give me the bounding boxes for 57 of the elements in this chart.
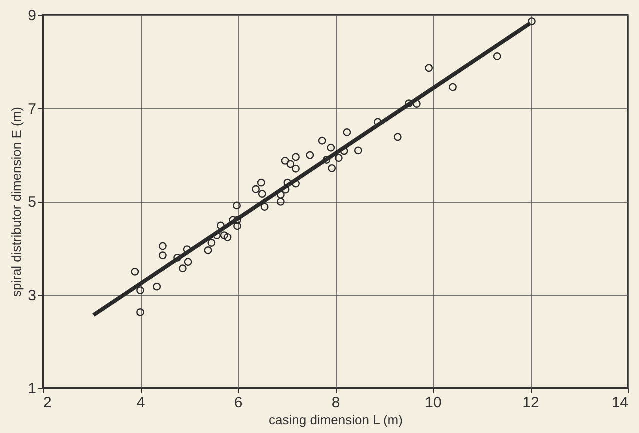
point [281, 156, 290, 165]
point [493, 52, 502, 60]
point [131, 268, 140, 276]
y-tick-label: 9 [28, 8, 36, 24]
point [405, 100, 414, 108]
point [208, 239, 216, 247]
point [153, 282, 162, 291]
y-axis-title: spiral distributor dimension E (m) [9, 106, 24, 298]
point [394, 133, 402, 142]
y-tick-label: 1 [28, 380, 36, 398]
point [340, 147, 348, 156]
point [220, 232, 228, 240]
point [292, 153, 300, 162]
point [257, 178, 266, 187]
point [354, 146, 362, 155]
point [449, 83, 457, 92]
point [343, 128, 352, 136]
point [306, 151, 314, 160]
point [158, 242, 167, 250]
y-tick-label: 3 [28, 287, 36, 304]
point [328, 164, 336, 172]
point [136, 286, 144, 294]
x-tick-label: 6 [234, 394, 243, 412]
x-axis-title: casing dimension L (m) [269, 412, 403, 428]
point [425, 64, 434, 72]
point [258, 190, 266, 198]
point [233, 202, 241, 210]
point [292, 164, 300, 173]
x-tick-label: 14 [612, 394, 628, 412]
point [276, 191, 285, 199]
x-tick-label: 8 [332, 394, 340, 412]
x-tick-label: 12 [522, 394, 540, 412]
point [216, 222, 225, 230]
point [136, 308, 144, 316]
point [184, 258, 192, 266]
point [327, 144, 336, 152]
point [158, 252, 167, 260]
x-tick-label: 2 [44, 394, 52, 412]
point [286, 160, 295, 168]
point [276, 198, 285, 206]
point [260, 203, 269, 212]
point [412, 100, 421, 108]
point [252, 185, 260, 194]
point [318, 136, 326, 145]
point [322, 156, 331, 164]
x-tick-label: 10 [425, 394, 442, 412]
point [528, 18, 536, 26]
point [204, 246, 212, 254]
point [334, 154, 343, 162]
y-tick-label: 7 [28, 100, 36, 118]
point [178, 264, 187, 273]
point [224, 233, 232, 242]
point [292, 180, 300, 188]
point [234, 222, 242, 230]
x-tick-label: 4 [136, 394, 146, 412]
y-tick-label: 5 [28, 194, 36, 211]
point [174, 254, 182, 262]
